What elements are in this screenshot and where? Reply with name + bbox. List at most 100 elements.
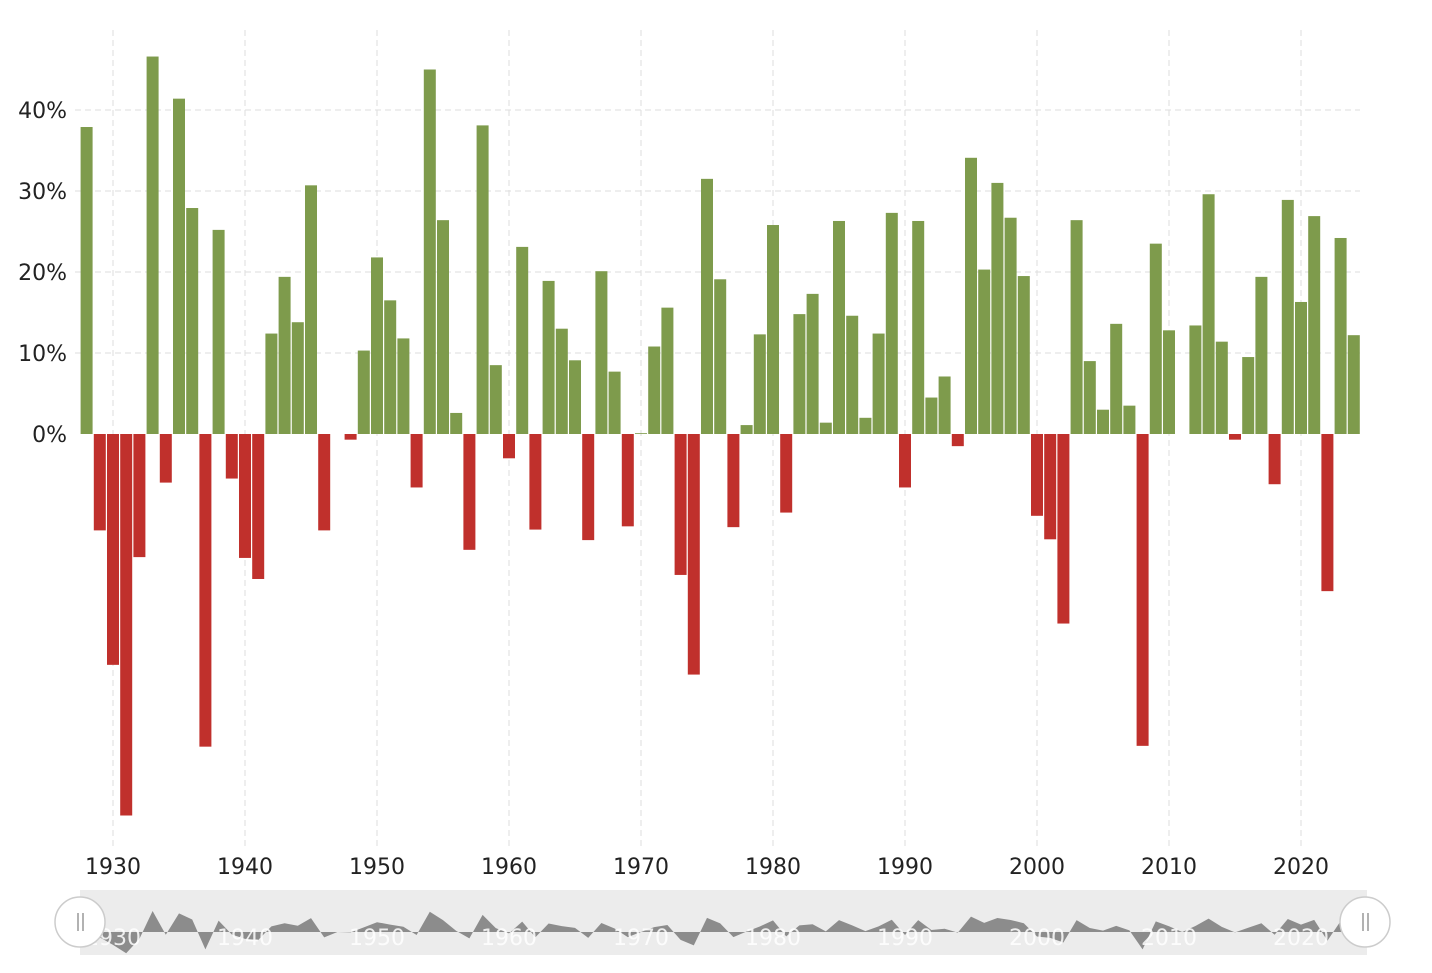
bar-1972[interactable] [661, 307, 674, 434]
bar-2003[interactable] [1070, 220, 1083, 434]
bar-1989[interactable] [885, 212, 898, 434]
bar-1932[interactable] [133, 434, 146, 558]
bar-1933[interactable] [146, 56, 159, 434]
bar-1938[interactable] [212, 229, 225, 434]
bar-2020[interactable] [1295, 301, 1307, 434]
bar-2006[interactable] [1110, 323, 1123, 434]
bar-1963[interactable] [542, 280, 555, 434]
bar-1950[interactable] [371, 257, 383, 434]
bar-1944[interactable] [291, 322, 304, 434]
bar-2009[interactable] [1149, 243, 1162, 434]
bar-1964[interactable] [555, 328, 568, 434]
bar-2010[interactable] [1163, 330, 1175, 434]
bar-1965[interactable] [569, 360, 581, 434]
bar-1997[interactable] [991, 182, 1004, 434]
bar-2000[interactable] [1031, 434, 1043, 516]
bar-2004[interactable] [1083, 361, 1096, 434]
bar-1943[interactable] [278, 276, 291, 434]
bar-1973[interactable] [674, 434, 687, 575]
bar-1980[interactable] [767, 225, 779, 434]
bar-2001[interactable] [1044, 434, 1057, 540]
bar-1990[interactable] [899, 434, 911, 488]
bar-2005[interactable] [1097, 409, 1109, 434]
bar-1960[interactable] [503, 434, 515, 459]
bar-1999[interactable] [1017, 276, 1030, 434]
bar-1928[interactable] [80, 127, 93, 434]
bar-2024[interactable] [1347, 335, 1360, 434]
bar-1954[interactable] [423, 69, 436, 435]
bar-2022[interactable] [1321, 434, 1334, 592]
bar-1996[interactable] [978, 269, 991, 434]
bar-1930[interactable] [107, 434, 119, 665]
bar-1976[interactable] [714, 279, 727, 434]
bar-1988[interactable] [872, 333, 885, 434]
bar-1971[interactable] [648, 346, 661, 434]
bar-1941[interactable] [252, 434, 265, 579]
bar-1977[interactable] [727, 434, 740, 528]
bar-1945[interactable] [305, 185, 317, 434]
bar-1970[interactable] [635, 433, 647, 434]
bar-1991[interactable] [912, 220, 925, 434]
bar-2021[interactable] [1308, 216, 1321, 434]
bar-1929[interactable] [93, 434, 106, 531]
bar-1951[interactable] [384, 300, 397, 434]
bar-1957[interactable] [463, 434, 476, 550]
navigator[interactable]: 1930 1940 1950 1960 1970 1980 1990 2000 2010 2020 [54, 890, 1391, 955]
bars [80, 56, 1360, 816]
bar-1986[interactable] [846, 315, 859, 434]
bar-1934[interactable] [159, 434, 172, 483]
navigator-right-handle[interactable] [1339, 896, 1391, 948]
bar-1937[interactable] [199, 434, 212, 747]
bar-1984[interactable] [819, 422, 832, 434]
bar-1948[interactable] [344, 434, 357, 440]
bar-2016[interactable] [1242, 357, 1255, 434]
bar-2007[interactable] [1123, 405, 1136, 434]
bar-1958[interactable] [476, 125, 489, 434]
bar-1987[interactable] [859, 417, 872, 434]
bar-1953[interactable] [410, 434, 423, 488]
bar-1975[interactable] [701, 178, 713, 434]
bar-1993[interactable] [938, 376, 951, 434]
bar-1967[interactable] [595, 271, 608, 434]
bar-1940[interactable] [239, 434, 251, 558]
bar-1978[interactable] [740, 425, 753, 434]
bar-1992[interactable] [925, 397, 938, 434]
bar-2012[interactable] [1189, 325, 1202, 434]
bar-1982[interactable] [793, 314, 806, 434]
bar-2018[interactable] [1268, 434, 1281, 485]
bar-1952[interactable] [397, 338, 410, 434]
navigator-left-handle[interactable] [54, 896, 106, 948]
navigator-background[interactable] [80, 890, 1367, 955]
bar-1969[interactable] [621, 434, 634, 527]
bar-1985[interactable] [833, 220, 845, 434]
bar-1995[interactable] [965, 157, 977, 435]
bar-1936[interactable] [186, 208, 199, 434]
bar-1983[interactable] [806, 293, 819, 434]
bar-2014[interactable] [1215, 341, 1228, 434]
bar-1931[interactable] [120, 434, 133, 816]
bar-1935[interactable] [173, 98, 185, 434]
bar-1959[interactable] [489, 365, 502, 434]
bar-2015[interactable] [1229, 434, 1241, 440]
bar-1994[interactable] [951, 434, 964, 447]
bar-1949[interactable] [357, 350, 370, 434]
bar-2002[interactable] [1057, 434, 1070, 624]
bar-1955[interactable] [437, 220, 449, 434]
bar-1968[interactable] [608, 371, 621, 434]
bar-2008[interactable] [1136, 434, 1149, 746]
bar-1974[interactable] [687, 434, 700, 675]
bar-1962[interactable] [529, 434, 542, 530]
bar-1942[interactable] [265, 333, 278, 434]
bar-1981[interactable] [780, 434, 793, 513]
bar-2019[interactable] [1281, 199, 1294, 434]
bar-1939[interactable] [225, 434, 238, 479]
bar-1998[interactable] [1004, 217, 1017, 434]
bar-2013[interactable] [1202, 194, 1215, 434]
bar-1979[interactable] [753, 334, 766, 434]
bar-1961[interactable] [516, 246, 529, 434]
bar-1966[interactable] [582, 434, 595, 541]
bar-2017[interactable] [1255, 276, 1268, 434]
bar-1956[interactable] [450, 412, 463, 434]
bar-1946[interactable] [318, 434, 331, 531]
bar-2023[interactable] [1334, 237, 1347, 434]
